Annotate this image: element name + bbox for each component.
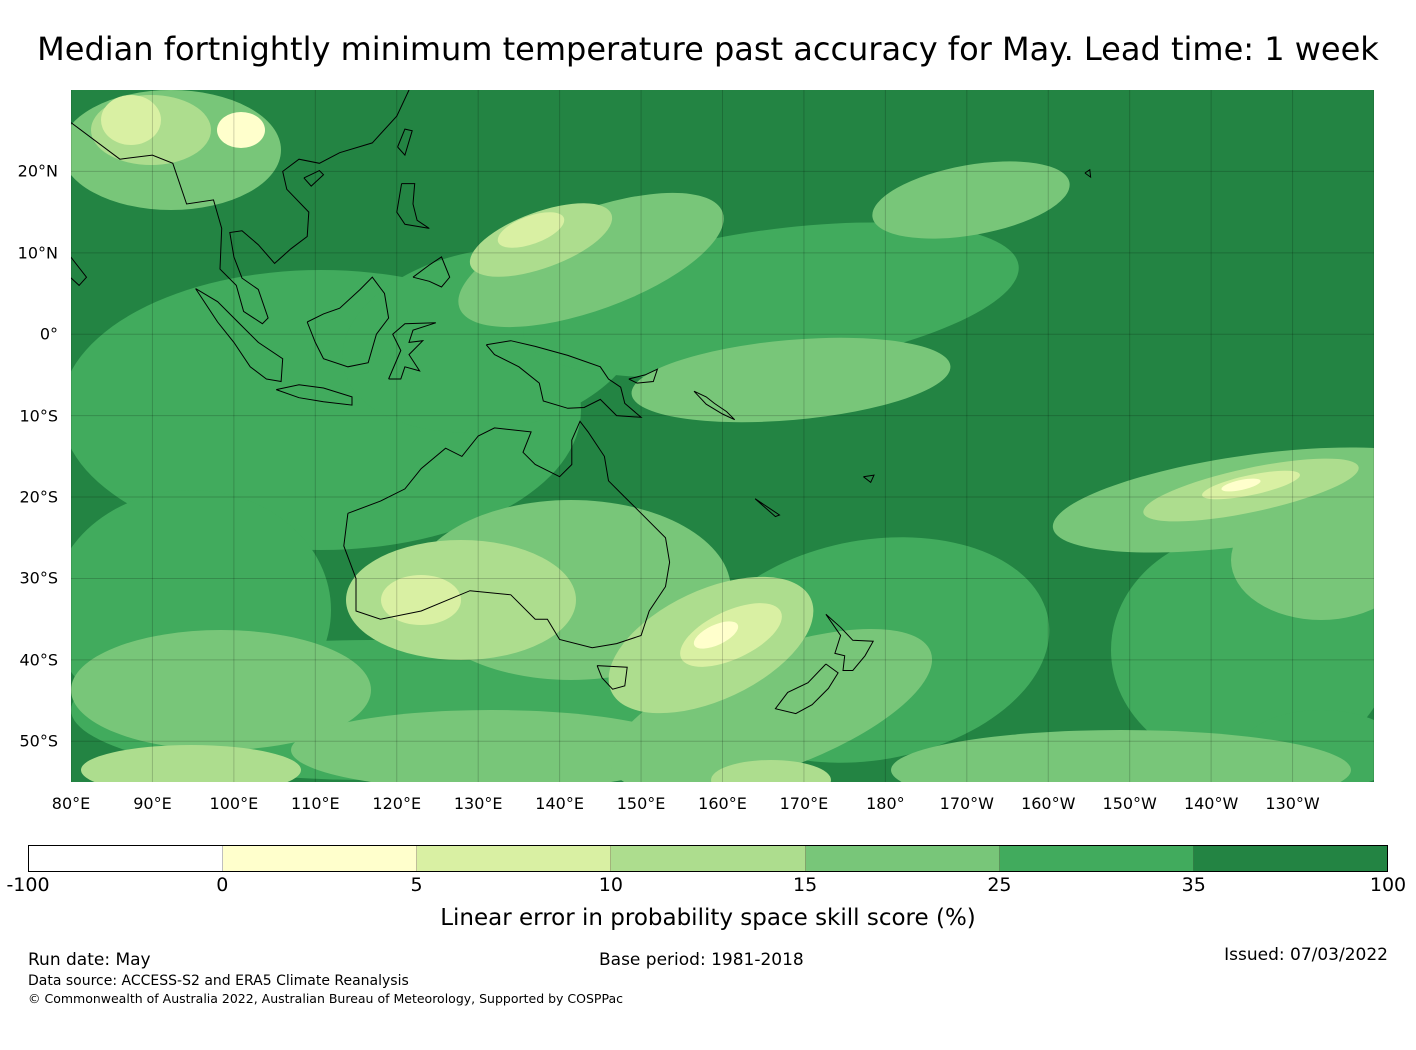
longitude-label: 120°E (372, 794, 422, 813)
longitude-label: 170°W (939, 794, 994, 813)
skill-region-12 (891, 730, 1351, 782)
longitude-label: 90°E (133, 794, 172, 813)
colorbar-tick-label: 0 (216, 874, 229, 896)
skill-region-24 (81, 745, 301, 782)
mainland-asia-coast (71, 90, 410, 325)
data-source: Data source: ACCESS-S2 and ERA5 Climate … (28, 973, 409, 989)
skill-region-25 (711, 760, 831, 782)
latitude-label: 50°S (19, 731, 58, 751)
longitude-label: 80°E (51, 794, 91, 813)
colorbar-segment-5 (999, 846, 1194, 871)
run-date: Run date: May (28, 950, 151, 970)
colorbar (28, 845, 1388, 872)
colorbar-tick-label: 25 (987, 874, 1012, 896)
colorbar-segment-1 (223, 846, 418, 871)
borneo-coast (306, 276, 390, 368)
colorbar-segment-3 (611, 846, 806, 871)
latitude-label: 10°S (19, 406, 58, 426)
hainan-coast (303, 169, 325, 187)
new-zealand-north-coast (825, 613, 875, 671)
issued-date: Issued: 07/03/2022 (1224, 945, 1388, 965)
colorbar-tick-label: 15 (793, 874, 818, 896)
latitude-label: 40°S (19, 650, 58, 670)
chart-title: Median fortnightly minimum temperature p… (37, 30, 1379, 68)
skill-region-10 (291, 710, 691, 782)
new-britain-coast (628, 368, 659, 384)
skill-score-map (71, 90, 1374, 782)
colorbar-segment-2 (417, 846, 612, 871)
longitude-label: 130°E (453, 794, 503, 813)
longitude-label: 160°W (1021, 794, 1076, 813)
sumatra-coast (195, 288, 284, 383)
longitude-label: 110°E (290, 794, 340, 813)
coastlines (71, 90, 1092, 715)
colorbar-segment-0 (29, 846, 224, 871)
latitude-label: 30°S (19, 568, 58, 588)
taiwan-coast (397, 128, 413, 157)
copyright: © Commonwealth of Australia 2022, Austra… (28, 991, 623, 1006)
mindanao-coast (412, 256, 451, 288)
map-gridlines (71, 90, 1374, 782)
new-guinea-coast (485, 340, 643, 418)
sri-lanka-coast (71, 256, 88, 287)
new-zealand-south-coast (774, 663, 839, 715)
longitude-label: 150°E (616, 794, 666, 813)
tasmania-coast (596, 665, 628, 690)
fiji-coast (863, 474, 875, 484)
latitude-label: 20°S (19, 487, 58, 507)
colorbar-segment-4 (805, 846, 1000, 871)
longitude-label: 150°W (1102, 794, 1157, 813)
australia-coast (343, 420, 671, 649)
longitude-label: 140°W (1183, 794, 1239, 813)
sulawesi-coast (388, 322, 436, 380)
colorbar-segment-6 (1193, 846, 1387, 871)
solomon-islands-coast (693, 390, 736, 421)
skill-region-9 (71, 630, 371, 750)
luzon-coast (396, 183, 430, 229)
latitude-label: 10°N (17, 243, 58, 263)
map-canvas (71, 90, 1374, 782)
longitude-label: 100°E (209, 794, 259, 813)
hawaii-coast (1084, 168, 1092, 179)
latitude-label: 0° (39, 324, 58, 344)
skill-region-33 (1221, 478, 1261, 492)
skill-region-29 (101, 95, 161, 145)
longitude-label: 160°E (698, 794, 747, 813)
longitude-label: 130°W (1265, 794, 1320, 813)
skill-regions (71, 90, 1374, 782)
colorbar-tick-label: 35 (1181, 874, 1206, 896)
java-coast (276, 384, 353, 406)
colorbar-label: Linear error in probability space skill … (440, 905, 976, 931)
skill-region-30 (381, 575, 461, 625)
skill-region-18 (1231, 500, 1374, 620)
skill-region-27 (497, 212, 565, 248)
skill-region-31 (217, 112, 265, 148)
latitude-label: 20°N (17, 161, 58, 181)
colorbar-tick-label: -100 (6, 874, 50, 896)
longitude-label: 170°E (779, 794, 829, 813)
colorbar-tick-label: 5 (410, 874, 423, 896)
colorbar-tick-label: 10 (598, 874, 623, 896)
skill-region-11 (609, 629, 933, 782)
longitude-label: 140°E (535, 794, 584, 813)
longitude-label: 180° (866, 794, 905, 813)
skill-region-16 (872, 161, 1070, 239)
skill-region-32 (693, 621, 739, 649)
base-period: Base period: 1981-2018 (599, 950, 804, 970)
skill-region-14 (458, 192, 724, 328)
colorbar-tick-label: 100 (1369, 874, 1407, 896)
new-caledonia-coast (754, 498, 781, 518)
